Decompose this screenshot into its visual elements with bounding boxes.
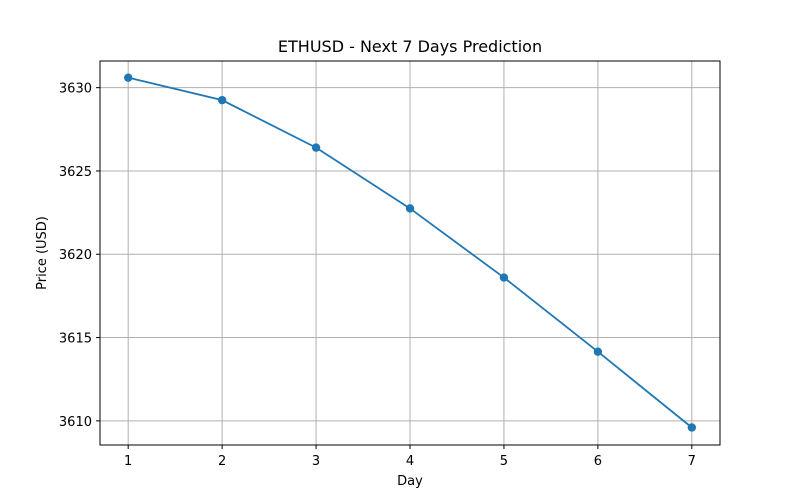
x-tick-label: 5 [500,454,508,469]
x-tick-label: 3 [312,454,320,469]
data-point [217,95,227,105]
data-point [405,204,415,213]
data-point [499,273,509,282]
x-tick-label: 6 [594,454,602,469]
x-tick-label: 7 [688,454,696,469]
grid [100,61,720,445]
chart-title: ETHUSD - Next 7 Days Prediction [278,37,542,56]
y-tick-label: 3630 [59,82,92,97]
data-point [593,347,603,356]
x-tick-label: 4 [406,454,414,469]
data-point [311,143,321,152]
series-layer [123,73,697,432]
data-point [687,423,697,432]
ticks: 1 2 3 4 5 6 7 3610 3615 3620 3625 3630 [59,82,696,469]
y-tick-label: 3610 [59,415,92,430]
y-tick-label: 3615 [59,332,92,347]
y-tick-label: 3625 [59,165,92,180]
x-axis-label: Day [397,474,423,489]
y-axis-label: Price (USD) [35,216,50,290]
y-tick-label: 3620 [59,248,92,263]
x-tick-label: 1 [124,454,132,469]
data-point [123,73,133,82]
x-tick-label: 2 [218,454,226,469]
